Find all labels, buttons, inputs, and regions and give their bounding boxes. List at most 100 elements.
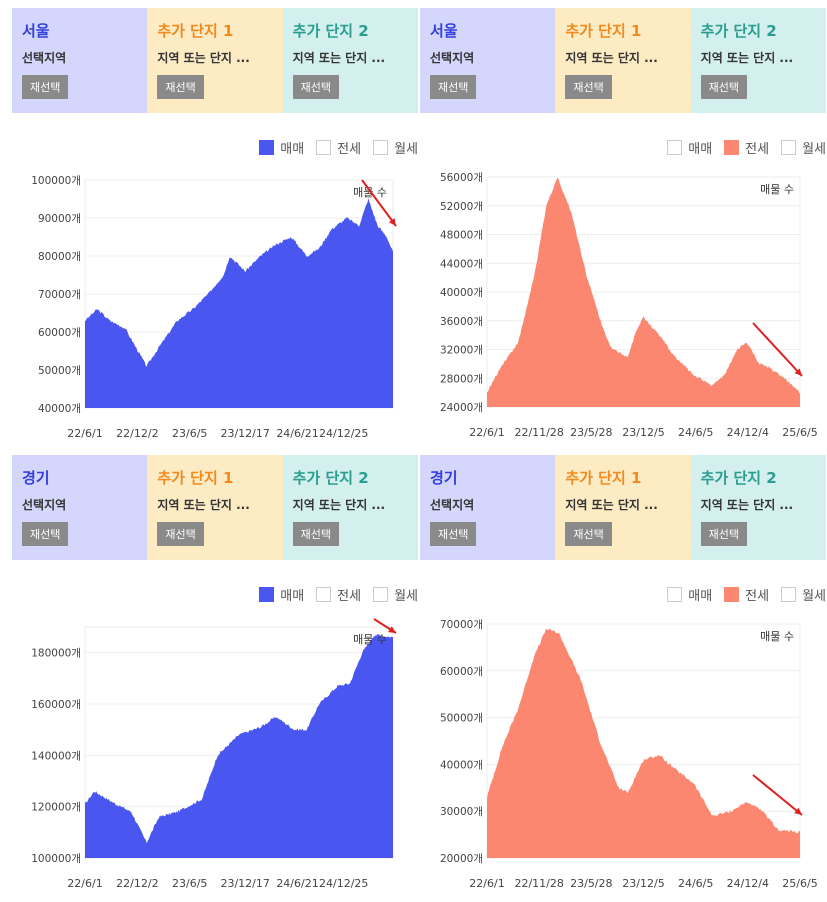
legend-item[interactable]: 전세 (724, 585, 769, 604)
chart-panel: 서울 선택지역 재선택 추가 단지 1 지역 또는 단지 ... 재선택 추가 단지 2 지역… (12, 8, 418, 448)
extra1-title: 추가 단지 1 (157, 469, 234, 487)
trend-arrow (752, 774, 803, 816)
legend-label: 월세 (394, 589, 418, 604)
legend-label: 전세 (745, 142, 770, 157)
chart-title: 매물 수 (760, 183, 794, 196)
reselect-button[interactable]: 재선택 (565, 75, 612, 99)
checkbox-icon[interactable] (781, 140, 797, 155)
legend-item[interactable]: 전세 (316, 585, 361, 604)
x-tick-label: 24/12/25 (319, 877, 368, 890)
reselect-button[interactable]: 재선택 (700, 522, 748, 546)
checkbox-icon[interactable] (781, 587, 797, 602)
legend-item[interactable]: 매매 (667, 138, 712, 157)
extra2-subtitle: 지역 또는 단지 ... (700, 51, 794, 65)
extra2-box: 추가 단지 2 지역 또는 단지 ... 재선택 (282, 455, 418, 560)
y-tick-label: 120000개 (31, 802, 81, 814)
extra2-title: 추가 단지 2 (700, 469, 777, 487)
legend: 매매 전세 월세 (259, 585, 418, 604)
x-tick-label: 22/12/2 (116, 427, 158, 440)
y-tick-label: 140000개 (31, 750, 81, 762)
extra2-title: 추가 단지 2 (292, 22, 369, 40)
trend-arrow (752, 322, 803, 377)
x-tick-label: 23/6/5 (172, 877, 207, 890)
x-tick-label: 25/6/5 (782, 877, 817, 890)
y-tick-label: 60000개 (440, 666, 483, 678)
checkbox-icon[interactable] (316, 140, 332, 155)
extra1-subtitle: 지역 또는 단지 ... (565, 51, 658, 65)
extra2-title: 추가 단지 2 (700, 22, 777, 40)
y-tick-label: 30000개 (440, 806, 483, 818)
checkbox-icon[interactable] (373, 587, 389, 602)
legend-label: 월세 (802, 142, 826, 157)
reselect-button[interactable]: 재선택 (292, 522, 340, 546)
y-tick-label: 28000개 (440, 373, 483, 385)
reselect-button[interactable]: 재선택 (22, 75, 69, 99)
checkbox-icon[interactable] (373, 140, 389, 155)
legend: 매매 전세 월세 (667, 138, 826, 157)
chart-panel: 경기 선택지역 재선택 추가 단지 1 지역 또는 단지 ... 재선택 추가 단지 2 지역… (420, 455, 826, 895)
x-tick-label: 23/5/28 (570, 877, 612, 890)
reselect-button[interactable]: 재선택 (157, 522, 204, 546)
x-tick-label: 22/11/28 (514, 877, 563, 890)
reselect-button[interactable]: 재선택 (430, 522, 477, 546)
checkbox-icon[interactable] (259, 587, 275, 602)
legend-item[interactable]: 매매 (259, 585, 304, 604)
reselect-button[interactable]: 재선택 (565, 522, 612, 546)
reselect-button[interactable]: 재선택 (157, 75, 204, 99)
legend-item[interactable]: 전세 (316, 138, 361, 157)
legend-item[interactable]: 매매 (667, 585, 712, 604)
legend-label: 매매 (280, 142, 305, 157)
y-tick-label: 100000개 (31, 175, 81, 187)
arrow-head-icon (388, 218, 396, 226)
x-tick-label: 24/12/25 (319, 427, 368, 440)
checkbox-icon[interactable] (724, 140, 740, 155)
y-tick-label: 100000개 (31, 853, 81, 865)
legend-item[interactable]: 월세 (781, 138, 826, 157)
reselect-button[interactable]: 재선택 (430, 75, 477, 99)
region-subtitle: 선택지역 (22, 51, 67, 65)
extra1-subtitle: 지역 또는 단지 ... (565, 498, 658, 512)
legend-item[interactable]: 월세 (373, 138, 418, 157)
series-area (487, 178, 800, 407)
legend-item[interactable]: 월세 (373, 585, 418, 604)
extra1-box: 추가 단지 1 지역 또는 단지 ... 재선택 (555, 455, 691, 560)
reselect-button[interactable]: 재선택 (292, 75, 340, 99)
checkbox-icon[interactable] (724, 587, 740, 602)
checkbox-icon[interactable] (667, 140, 683, 155)
reselect-button[interactable]: 재선택 (700, 75, 748, 99)
legend-label: 월세 (802, 589, 826, 604)
legend-label: 전세 (337, 142, 362, 157)
extra1-box: 추가 단지 1 지역 또는 단지 ... 재선택 (147, 455, 283, 560)
extra1-title: 추가 단지 1 (565, 22, 642, 40)
legend-item[interactable]: 월세 (781, 585, 826, 604)
trend-arrow (361, 179, 397, 227)
legend-item[interactable]: 매매 (259, 138, 304, 157)
extra1-subtitle: 지역 또는 단지 ... (157, 51, 250, 65)
selection-header: 경기 선택지역 재선택 추가 단지 1 지역 또는 단지 ... 재선택 추가 단지 2 지역… (12, 455, 418, 560)
checkbox-icon[interactable] (316, 587, 332, 602)
y-tick-label: 50000개 (38, 365, 81, 377)
y-tick-label: 50000개 (440, 713, 483, 725)
legend-label: 전세 (745, 589, 770, 604)
x-tick-label: 24/12/4 (727, 877, 769, 890)
legend-item[interactable]: 전세 (724, 138, 769, 157)
checkbox-icon[interactable] (667, 587, 683, 602)
extra1-title: 추가 단지 1 (565, 469, 642, 487)
extra2-subtitle: 지역 또는 단지 ... (292, 51, 386, 65)
checkbox-icon[interactable] (259, 140, 275, 155)
x-tick-label: 23/5/28 (570, 426, 612, 439)
region-subtitle: 선택지역 (22, 498, 67, 512)
x-tick-label: 24/12/4 (727, 426, 769, 439)
legend-label: 전세 (337, 589, 362, 604)
x-tick-label: 22/6/1 (67, 427, 102, 440)
extra2-title: 추가 단지 2 (292, 469, 369, 487)
series-area (85, 198, 393, 408)
y-tick-label: 70000개 (38, 289, 81, 301)
reselect-button[interactable]: 재선택 (22, 522, 69, 546)
extra2-box: 추가 단지 2 지역 또는 단지 ... 재선택 (282, 8, 418, 113)
x-tick-label: 23/12/5 (622, 426, 664, 439)
arrow-head-icon (794, 807, 802, 815)
extra1-box: 추가 단지 1 지역 또는 단지 ... 재선택 (147, 8, 283, 113)
y-tick-label: 70000개 (440, 619, 483, 631)
chart-title: 매물 수 (760, 630, 794, 643)
